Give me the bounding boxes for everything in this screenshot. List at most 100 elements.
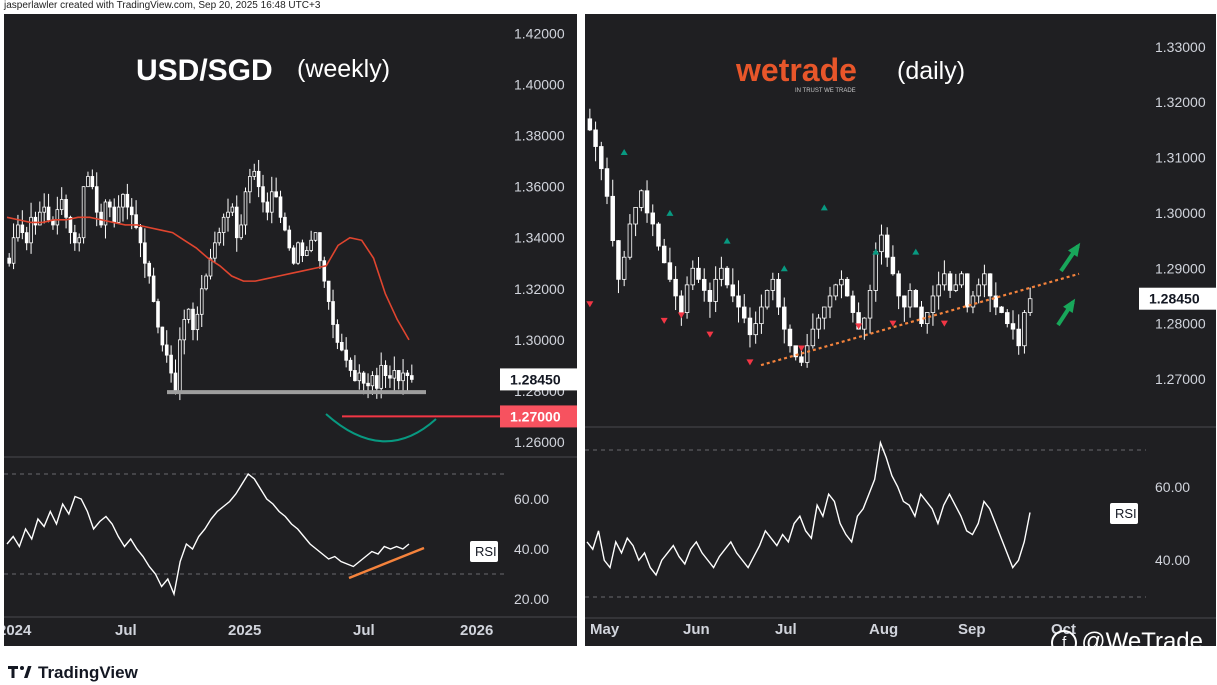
candle-body (401, 372, 405, 382)
candle-body (169, 354, 173, 374)
current-price-badge (1139, 287, 1216, 310)
candle-body (701, 278, 707, 291)
candle-body (793, 345, 798, 358)
price-tick-label: 1.38000 (514, 128, 565, 144)
candle-body (742, 306, 747, 319)
rsi-tick-label: 60.00 (1155, 479, 1190, 495)
candle-body (125, 193, 130, 208)
candle-body (357, 372, 362, 382)
candle-body (604, 168, 610, 197)
candle-body (164, 344, 169, 356)
candle-body (593, 129, 598, 147)
price-tick-label: 1.31000 (1155, 150, 1206, 166)
candle-body (335, 324, 340, 343)
rsi-badge-label: RSI (1115, 506, 1137, 521)
candle-body (913, 290, 919, 308)
candle-body (953, 284, 959, 291)
candle-body (256, 170, 261, 188)
candle-body (199, 288, 204, 315)
swing-low-marker (889, 320, 897, 327)
candle-body (947, 273, 953, 291)
candle-body (661, 245, 667, 264)
candle-body (331, 301, 335, 325)
tradingview-logo[interactable]: TradingView (0, 660, 200, 685)
candle-body (890, 256, 896, 275)
rsi-tick-label: 40.00 (514, 541, 549, 557)
chart-timeframe: (weekly) (297, 55, 390, 83)
candle-body (976, 284, 981, 297)
candle-body (970, 295, 976, 308)
price-tick-label: 1.30000 (1155, 205, 1206, 221)
candle-body (73, 232, 77, 244)
candle-body (696, 267, 701, 280)
candle-body (616, 240, 621, 280)
candle-body (344, 349, 348, 361)
candle-body (239, 224, 243, 239)
candle-body (810, 328, 816, 347)
candle-body (827, 295, 833, 308)
candle-body (770, 278, 776, 291)
candle-body (20, 224, 25, 234)
price-tick-label: 1.32000 (514, 281, 565, 297)
candle-body (195, 313, 200, 331)
target-price-label: 1.27000 (510, 408, 561, 424)
candle-body (936, 284, 941, 297)
candle-body (787, 328, 793, 347)
candle-body (243, 191, 248, 226)
candle-body (226, 211, 230, 218)
candle-body (759, 306, 764, 325)
candle-body (147, 262, 152, 277)
rsi-tick-label: 60.00 (514, 491, 549, 507)
time-axis-label: Jul (775, 621, 797, 638)
swing-low-marker (746, 359, 754, 366)
candle-body (804, 345, 810, 363)
candle-body (919, 306, 924, 325)
candle-body (902, 295, 907, 308)
candle-body (81, 186, 86, 239)
swing-high-marker (723, 237, 731, 244)
chart-credit: jasperlawler created with TradingView.co… (4, 0, 321, 11)
rsi-tick-label: 20.00 (514, 591, 549, 607)
candle-body (370, 375, 375, 387)
candle-body (59, 199, 64, 211)
candle-body (304, 250, 309, 256)
candle-body (410, 375, 414, 380)
rsi-line (6, 472, 410, 597)
candle-body (129, 206, 134, 216)
candle-body (959, 273, 964, 286)
usdsgd-weekly-chart[interactable]: 1.42000 1.40000 1.38000 1.36000 1.34000 1.320… (4, 14, 577, 646)
price-tick-label: 1.36000 (514, 179, 565, 195)
candle-body (383, 364, 388, 376)
candle-body (221, 216, 226, 234)
candle-body (55, 209, 60, 226)
candle-body (405, 372, 410, 376)
candle-body (862, 317, 867, 330)
candle-body (265, 201, 270, 213)
candle-body (178, 339, 182, 392)
swing-low-marker (586, 301, 594, 308)
candle-body (322, 260, 327, 282)
price-tick-label: 1.33000 (1155, 39, 1206, 55)
wetrade-tagline: IN TRUST WE TRADE (795, 88, 856, 94)
candle-body (907, 290, 913, 308)
price-tick-label: 1.29000 (1155, 260, 1206, 276)
current-price-label: 1.28450 (1149, 291, 1200, 307)
time-axis-label: May (590, 621, 620, 638)
chart-title: USD/SGD (136, 54, 273, 87)
swing-high-marker (872, 248, 880, 255)
time-axis-label: Jul (353, 622, 375, 639)
swing-high-marker (912, 248, 920, 255)
swing-low-marker (660, 317, 668, 324)
swing-high-marker (620, 149, 628, 156)
candle-body (38, 211, 42, 226)
candle-body (650, 212, 655, 225)
candle-body (724, 267, 730, 286)
candle-body (248, 176, 252, 193)
daily-chart-svg: 1.33000 1.32000 1.31000 1.30000 1.29000 1.280… (585, 39, 1216, 638)
current-price-label: 1.28450 (510, 371, 561, 387)
dotted-trendline (760, 272, 1080, 367)
swing-low-marker (855, 323, 863, 330)
candle-body (719, 267, 724, 280)
candle-body (627, 223, 633, 258)
usdsgd-daily-chart[interactable]: 1.33000 1.32000 1.31000 1.30000 1.29000 1.280… (585, 14, 1216, 646)
